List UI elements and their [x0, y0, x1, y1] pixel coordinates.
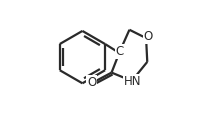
- Text: O: O: [87, 76, 96, 89]
- Text: O: O: [144, 30, 153, 43]
- Text: C: C: [116, 45, 124, 58]
- Text: HN: HN: [124, 75, 141, 88]
